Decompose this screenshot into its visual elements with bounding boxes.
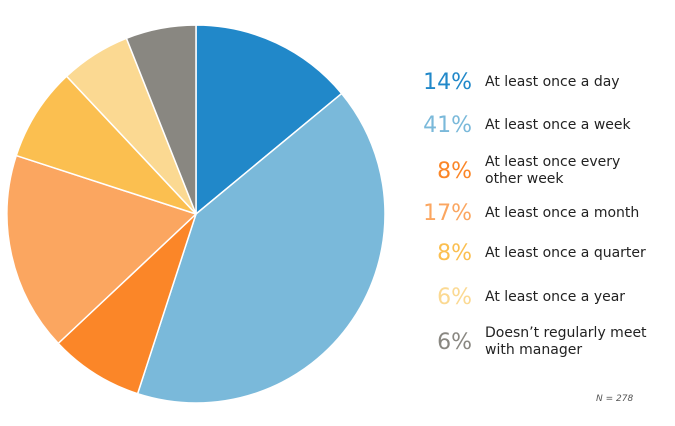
legend-label-monthly: At least once a month bbox=[485, 204, 640, 221]
legend-item-biweekly: 8% At least once every other week bbox=[408, 151, 670, 191]
legend-item-weekly: 41% At least once a week bbox=[408, 105, 670, 145]
legend-label-weekly: At least once a week bbox=[485, 116, 631, 133]
legend-label-quarterly: At least once a quarter bbox=[485, 244, 646, 261]
legend-percent-no-meeting: 6% bbox=[437, 329, 472, 355]
legend-percent-daily: 14% bbox=[423, 69, 472, 95]
pie-slice-no-meeting bbox=[125, 24, 197, 215]
legend-item-monthly: 17% At least once a month bbox=[408, 193, 670, 233]
legend-label-biweekly: At least once every other week bbox=[485, 154, 621, 187]
legend-percent-monthly: 17% bbox=[423, 200, 472, 226]
legend-item-yearly: 6% At least once a year bbox=[408, 277, 670, 317]
pie-slice-weekly bbox=[136, 92, 386, 404]
legend-item-no-meeting: 6% Doesn’t regularly meet with manager bbox=[408, 322, 670, 362]
pie-slice-quarterly bbox=[15, 75, 197, 215]
legend-item-daily: 14% At least once a day bbox=[408, 62, 670, 102]
pie-slice-monthly bbox=[6, 154, 197, 345]
legend-percent-yearly: 6% bbox=[437, 284, 472, 310]
legend-label-yearly: At least once a year bbox=[485, 288, 626, 305]
sample-size-note: N = 278 bbox=[596, 394, 634, 404]
pie-slice-biweekly bbox=[57, 213, 197, 395]
legend-percent-weekly: 41% bbox=[423, 112, 472, 138]
pie-slice-daily bbox=[195, 24, 343, 215]
legend-item-quarterly: 8% At least once a quarter bbox=[408, 233, 670, 273]
legend-percent-quarterly: 8% bbox=[437, 240, 472, 266]
legend-percent-biweekly: 8% bbox=[437, 158, 472, 184]
pie-chart bbox=[6, 24, 386, 404]
legend-label-daily: At least once a day bbox=[485, 73, 620, 90]
legend-label-no-meeting: Doesn’t regularly meet with manager bbox=[485, 325, 647, 358]
